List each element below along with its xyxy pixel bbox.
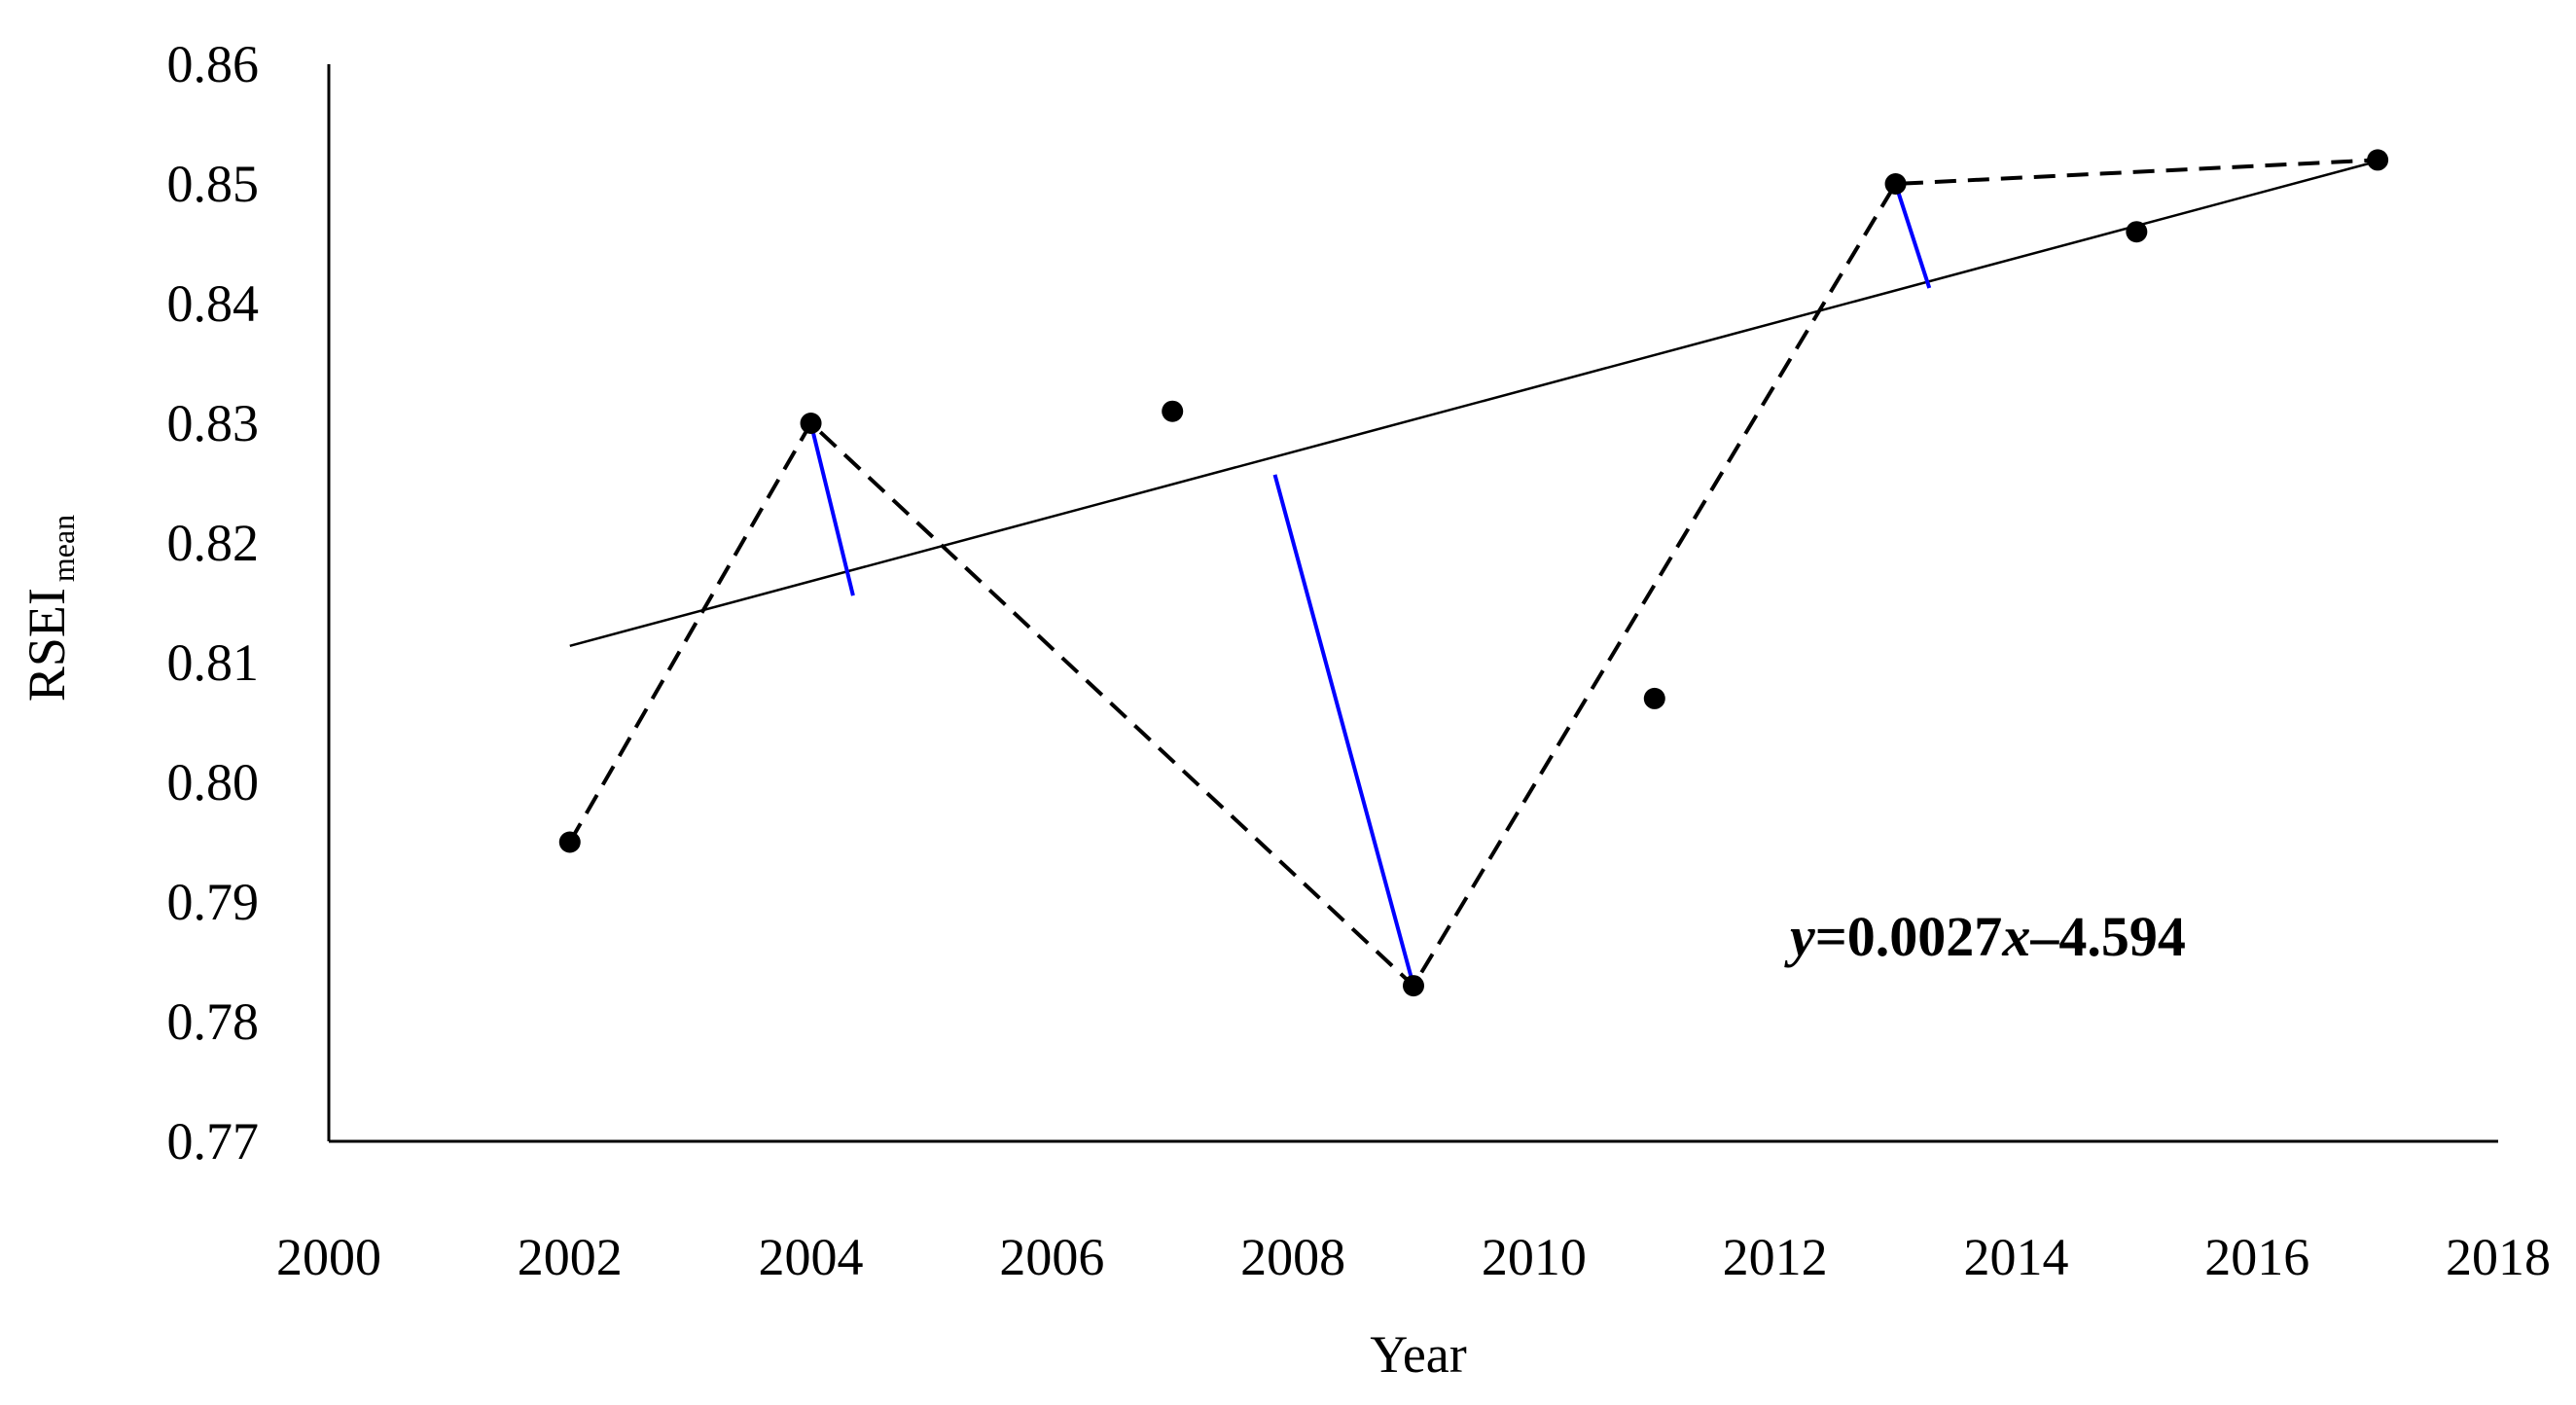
x-tick-label: 2004 (759, 1228, 864, 1286)
x-tick-label: 2008 (1240, 1228, 1345, 1286)
perpendicular-line (1272, 474, 1415, 987)
x-tick-labels: 2000 2002 2004 2006 2008 2010 2012 2014 2016 2018 (276, 1228, 2551, 1286)
data-point (1884, 173, 1907, 195)
x-tick-label: 2014 (1963, 1228, 2068, 1286)
y-tick-label: 0.85 (167, 155, 260, 213)
data-point (1162, 400, 1184, 422)
x-tick-label: 2018 (2446, 1228, 2551, 1286)
x-tick-label: 2010 (1482, 1228, 1587, 1286)
x-tick-label: 2006 (999, 1228, 1104, 1286)
y-tick-label: 0.80 (167, 753, 260, 811)
y-axis-title: RSEI mean (18, 515, 81, 702)
x-axis-title: Year (1370, 1325, 1467, 1384)
trend-layer (569, 160, 2379, 647)
y-tick-label: 0.86 (167, 35, 260, 93)
perpendicular-layer (808, 183, 1932, 987)
y-axis-title-subscript: mean (46, 515, 81, 582)
y-tick-label: 0.83 (167, 394, 260, 452)
trendline (569, 160, 2379, 647)
y-tick-labels: 0.77 0.78 0.79 0.80 0.81 0.82 0.83 0.84 0.85 0.86 (167, 35, 260, 1171)
equation-y-var: y (1784, 905, 1815, 968)
y-tick-label: 0.78 (167, 992, 260, 1051)
data-point (2367, 149, 2389, 171)
data-point (558, 831, 581, 853)
equation-intercept: –4.594 (2029, 905, 2186, 968)
data-point (1403, 975, 1424, 997)
y-tick-label: 0.81 (167, 633, 260, 692)
perpendicular-line (1893, 183, 1932, 289)
x-tick-label: 2000 (276, 1228, 381, 1286)
axes (327, 64, 2498, 1143)
y-axis-title-main: RSEI (18, 588, 76, 702)
equation-coefficient: =0.0027 (1815, 905, 2003, 968)
x-tick-label: 2016 (2204, 1228, 2309, 1286)
y-tick-label: 0.79 (167, 873, 260, 931)
data-point (800, 413, 822, 434)
y-tick-label: 0.77 (167, 1112, 260, 1171)
y-tick-label: 0.82 (167, 514, 260, 572)
y-tick-label: 0.84 (167, 274, 260, 333)
data-point (2126, 221, 2148, 243)
x-tick-label: 2012 (1723, 1228, 1828, 1286)
regression-equation: y=0.0027x–4.594 (1784, 905, 2186, 968)
equation-x-var: x (2001, 905, 2030, 968)
point-layer (558, 149, 2389, 997)
data-point (1643, 687, 1665, 709)
x-tick-label: 2002 (518, 1228, 623, 1286)
perpendicular-line (808, 422, 855, 596)
